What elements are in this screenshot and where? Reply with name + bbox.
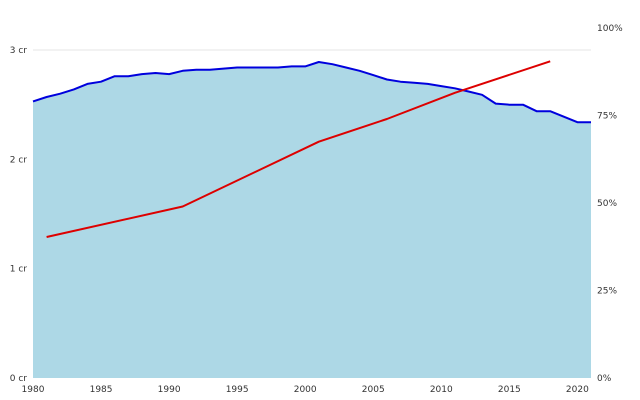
area-layer	[33, 62, 591, 378]
x-tick-label: 2000	[294, 385, 317, 395]
y-axis-left: 0 cr 1 cr 2 cr 3 cr	[10, 46, 28, 384]
y2-tick-label: 0%	[597, 374, 612, 384]
x-tick-label: 2015	[498, 385, 521, 395]
series-1-line	[46, 60, 551, 238]
y-tick-label: 3 cr	[10, 46, 28, 56]
x-tick-label: 1985	[90, 385, 113, 395]
x-tick-label: 1980	[22, 385, 45, 395]
x-axis: 1980 1985 1990 1995 2000 2005 2010 2015 2020	[22, 385, 590, 395]
y-axis-right: 0% 25% 50% 75% 100%	[597, 24, 623, 384]
x-tick-label: 2005	[362, 385, 385, 395]
y-tick-label: 1 cr	[10, 265, 28, 275]
y2-tick-label: 100%	[597, 24, 623, 34]
series-0-line	[32, 61, 591, 124]
y-tick-label: 2 cr	[10, 155, 28, 165]
y2-tick-label: 25%	[597, 287, 617, 297]
x-tick-label: 1995	[226, 385, 249, 395]
x-tick-label: 2020	[566, 385, 589, 395]
y2-tick-label: 50%	[597, 199, 617, 209]
series-0-area	[33, 62, 591, 378]
y2-tick-label: 75%	[597, 112, 617, 122]
y-tick-label: 0 cr	[10, 374, 28, 384]
line-layer	[32, 60, 591, 238]
x-tick-label: 2010	[430, 385, 453, 395]
x-tick-label: 1990	[158, 385, 181, 395]
